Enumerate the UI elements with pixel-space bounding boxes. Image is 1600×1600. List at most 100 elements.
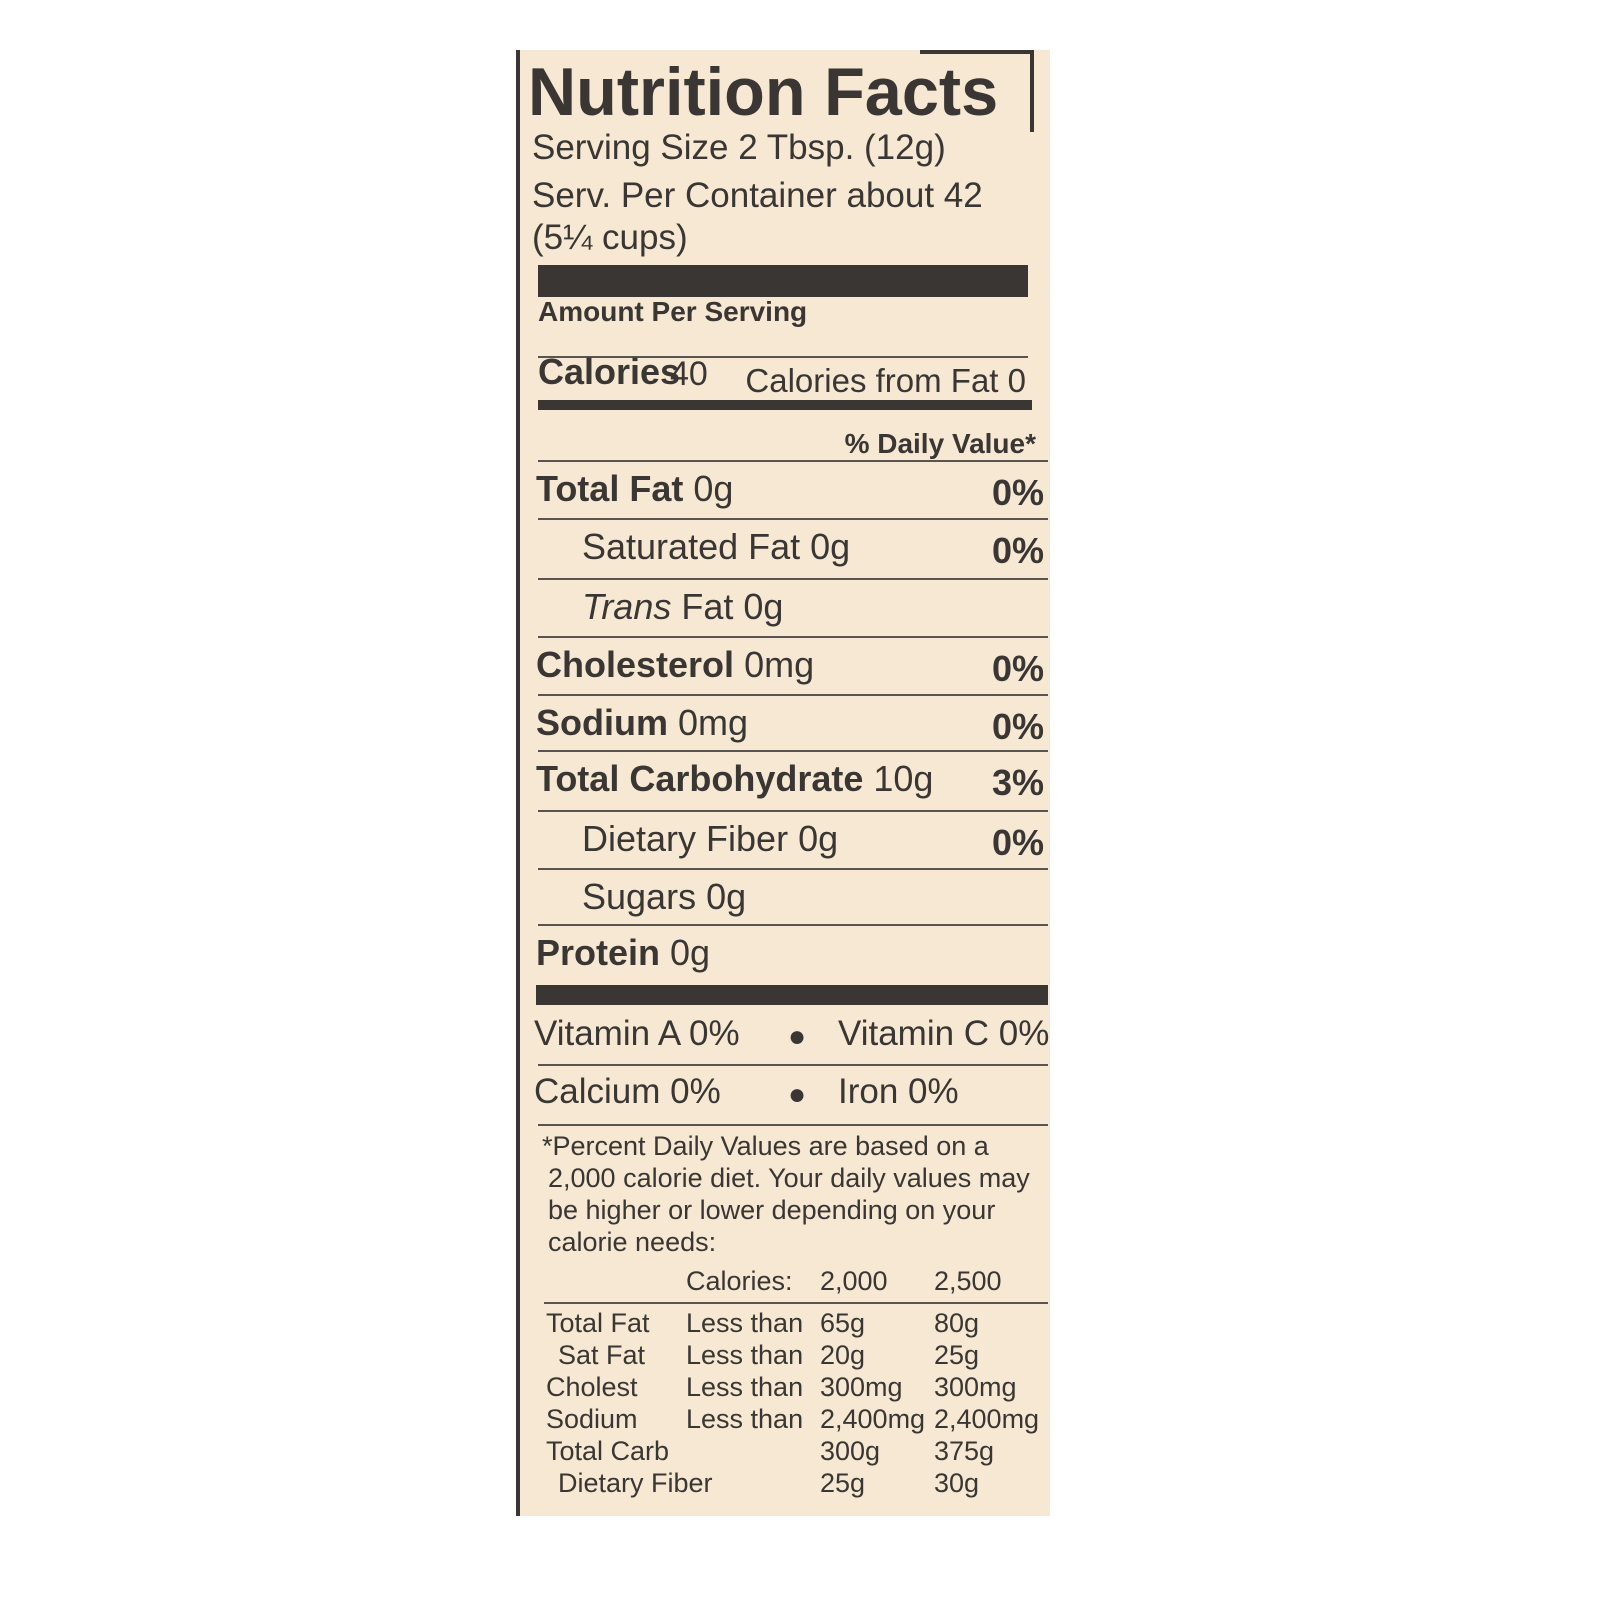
divider [538,694,1048,696]
dv-table-cell: Less than [686,1372,804,1402]
daily-value-header: % Daily Value* [844,428,1036,459]
nutrient-daily-value: 0% [991,648,1044,689]
divider [538,868,1048,870]
nutrient-row: Dietary Fiber 0g 0% [536,812,1044,863]
dv-table-header: 2,000 [820,1266,888,1296]
nutrient-row: Sodium 0mg 0% [536,696,1044,747]
label-title: Nutrition Facts [528,54,999,130]
divider [538,578,1048,580]
dv-table-cell: Total Carb [546,1436,670,1466]
calories-label: Calories [538,351,681,392]
dv-table-cell: 300mg [934,1372,1017,1402]
nutrient-daily-value: 0% [991,706,1044,747]
dv-table-cell: 20g [820,1340,866,1370]
nutrient-label-suffix: Fat [681,586,734,627]
divider [538,750,1048,752]
dv-table-cell: 375g [934,1436,995,1466]
nutrient-row: Protein 0g [536,926,1044,976]
vitamin-right: Iron 0% [838,1072,959,1111]
footnote-line: be higher or lower depending on your [548,1195,996,1225]
servings-per-container: Serv. Per Container about 42 [532,176,983,215]
dv-table-cell: Sodium [546,1404,638,1434]
dv-table-cell: 25g [934,1340,980,1370]
dv-table-cell: 2,400mg [820,1404,926,1434]
dv-table-cell: Dietary Fiber [558,1468,713,1498]
dv-table-cell: 300mg [820,1372,903,1402]
vitamin-left: Vitamin A 0% [534,1014,740,1053]
calories-from-fat: Calories from Fat 0 [745,362,1026,399]
divider [538,1064,1048,1066]
dv-table-header: Calories: [686,1266,793,1296]
nutrient-name: Total Fat 0g [536,468,733,510]
dv-table-cell: Less than [686,1340,804,1370]
footnote-line: calorie needs: [548,1227,717,1257]
nutrient-name: Cholesterol 0mg [536,644,814,686]
divider [538,518,1048,520]
nutrient-row: Saturated Fat 0g 0% [536,520,1044,571]
nutrient-label: Protein [536,932,661,973]
nutrient-row: Total Fat 0g 0% [536,462,1044,513]
dv-table-cell: 65g [820,1308,866,1338]
thick-divider [536,985,1048,1005]
nutrient-name: Dietary Fiber 0g [582,818,838,860]
nutrient-name: Trans Fat 0g [582,586,783,628]
nutrient-label: Total Carbohydrate [536,758,864,799]
amount-per-serving: Amount Per Serving [538,296,808,327]
nutrient-name: Sodium 0mg [536,702,748,744]
nutrient-row: Trans Fat 0g [536,580,1044,630]
nutrient-label: Saturated Fat [582,526,801,567]
divider [538,356,1028,358]
dv-table-cell: 300g [820,1436,881,1466]
divider [538,1124,1048,1126]
nutrient-row: Total Carbohydrate 10g 3% [536,752,1044,803]
footnote-line: *Percent Daily Values are based on a [542,1131,989,1161]
serving-size: Serving Size 2 Tbsp. (12g) [532,128,946,167]
divider [538,924,1048,926]
dv-table-cell: 25g [820,1468,866,1498]
divider [538,460,1048,462]
dv-table-cell: 2,400mg [934,1404,1040,1434]
nutrient-daily-value: 3% [991,762,1044,803]
dv-table-cell: 30g [934,1468,980,1498]
dv-table-header: 2,500 [934,1266,1002,1296]
nutrient-amount: 0g [743,586,784,627]
divider [538,636,1048,638]
medium-divider [538,400,1032,410]
vitamin-left: Calcium 0% [534,1072,721,1111]
nutrient-amount: 10g [873,758,934,799]
nutrient-label: Sodium [536,702,668,743]
nutrient-label: Dietary Fiber [582,818,789,859]
nutrient-amount: 0g [693,468,734,509]
border-right [1030,52,1034,132]
dv-table-cell: Less than [686,1404,804,1434]
divider [544,1302,1048,1304]
dv-table-cell: Sat Fat [558,1340,646,1370]
nutrient-daily-value: 0% [991,472,1044,513]
border-top [920,50,1034,54]
dv-table-cell: Cholest [546,1372,638,1402]
nutrient-name: Sugars 0g [582,876,746,918]
dv-table-cell: Less than [686,1308,804,1338]
thick-divider [538,265,1028,297]
nutrient-amount: 0g [798,818,839,859]
nutrient-amount: 0g [810,526,851,567]
footnote-line: 2,000 calorie diet. Your daily values ma… [548,1163,1030,1193]
nutrient-label: Total Fat [536,468,684,509]
dv-table-cell: Total Fat [546,1308,650,1338]
calories-value: 40 [670,355,708,393]
nutrient-label: Sugars [582,876,697,917]
nutrient-label: Cholesterol [536,644,735,685]
nutrient-row: Cholesterol 0mg 0% [536,638,1044,689]
nutrient-amount: 0mg [744,644,815,685]
nutrition-label: Nutrition Facts Serving Size 2 Tbsp. (12… [516,50,1050,1516]
dv-table-cell: 80g [934,1308,980,1338]
bullet-icon: ● [788,1020,807,1053]
vitamin-right: Vitamin C 0% [838,1014,1050,1053]
nutrient-amount: 0g [706,876,747,917]
nutrient-amount: 0mg [678,702,749,743]
nutrient-amount: 0g [670,932,711,973]
nutrient-name: Total Carbohydrate 10g [536,758,933,800]
bullet-icon: ● [788,1078,807,1111]
nutrient-name: Protein 0g [536,932,710,974]
divider [538,810,1048,812]
